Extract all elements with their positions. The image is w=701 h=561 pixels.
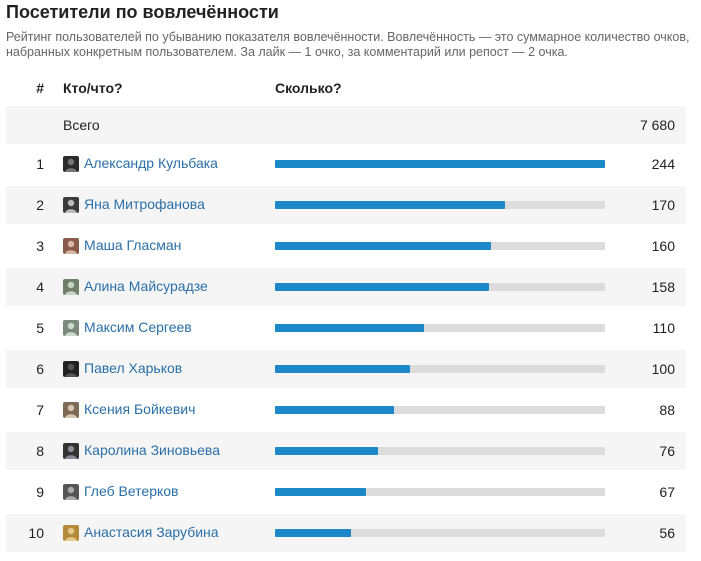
engagement-bar <box>275 160 605 168</box>
user-avatar-icon[interactable] <box>63 443 79 459</box>
engagement-bar <box>275 242 492 250</box>
engagement-bar <box>275 447 378 455</box>
engagement-bar-track <box>275 160 605 168</box>
rank-number: 7 <box>36 402 44 418</box>
user-name-link[interactable]: Яна Митрофанова <box>84 196 205 212</box>
table-header: # Кто/что? Сколько? <box>22 80 686 100</box>
user-name-link[interactable]: Александр Кульбака <box>84 155 218 171</box>
engagement-bar <box>275 283 489 291</box>
engagement-bar <box>275 406 395 414</box>
engagement-value: 110 <box>652 320 675 336</box>
engagement-bar-track <box>275 406 605 414</box>
user-avatar-icon[interactable] <box>63 484 79 500</box>
total-label: Всего <box>63 117 100 133</box>
engagement-bar <box>275 529 351 537</box>
engagement-value: 160 <box>651 238 675 254</box>
header-who: Кто/что? <box>63 80 123 96</box>
table-row: 8 Каролина Зиновьева 76 <box>6 432 686 470</box>
rank-number: 8 <box>36 443 44 459</box>
table-row: 1 Александр Кульбака 244 <box>6 145 686 183</box>
header-num: # <box>36 80 44 96</box>
user-name-link[interactable]: Каролина Зиновьева <box>84 442 220 458</box>
engagement-bar-track <box>275 324 605 332</box>
user-name-link[interactable]: Максим Сергеев <box>84 319 192 335</box>
total-value: 7 680 <box>639 117 675 133</box>
rank-number: 6 <box>36 361 44 377</box>
description: Рейтинг пользователей по убыванию показа… <box>6 30 690 59</box>
engagement-bar <box>275 488 366 496</box>
user-avatar-icon[interactable] <box>63 238 79 254</box>
engagement-bar-track <box>275 201 605 209</box>
user-avatar-icon[interactable] <box>63 279 79 295</box>
engagement-value: 76 <box>659 443 675 459</box>
table-row: 3 Маша Гласман 160 <box>6 227 686 265</box>
engagement-bar-track <box>275 242 605 250</box>
user-name-link[interactable]: Ксения Бойкевич <box>84 401 196 417</box>
rank-number: 9 <box>36 484 44 500</box>
user-avatar-icon[interactable] <box>63 361 79 377</box>
user-name-link[interactable]: Глеб Ветерков <box>84 483 179 499</box>
engagement-value: 158 <box>651 279 675 295</box>
engagement-bar-track <box>275 529 605 537</box>
rank-number: 10 <box>28 525 44 541</box>
rank-number: 4 <box>36 279 44 295</box>
user-avatar-icon[interactable] <box>63 197 79 213</box>
user-name-link[interactable]: Маша Гласман <box>84 237 182 253</box>
table-row: 9 Глеб Ветерков 67 <box>6 473 686 511</box>
user-name-link[interactable]: Павел Харьков <box>84 360 183 376</box>
header-count: Сколько? <box>275 80 342 96</box>
engagement-value: 56 <box>659 525 675 541</box>
table-row: 5 Максим Сергеев 110 <box>6 309 686 347</box>
table-row: 2 Яна Митрофанова 170 <box>6 186 686 224</box>
engagement-bar <box>275 324 424 332</box>
engagement-bar-track <box>275 488 605 496</box>
total-row: Всего 7 680 <box>6 106 686 144</box>
engagement-value: 170 <box>651 197 675 213</box>
user-avatar-icon[interactable] <box>63 320 79 336</box>
engagement-value: 100 <box>651 361 675 377</box>
user-avatar-icon[interactable] <box>63 402 79 418</box>
engagement-bar-track <box>275 283 605 291</box>
table-row: 7 Ксения Бойкевич 88 <box>6 391 686 429</box>
engagement-bar <box>275 201 505 209</box>
rank-number: 2 <box>36 197 44 213</box>
table-row: 10 Анастасия Зарубина 56 <box>6 514 686 552</box>
rank-number: 3 <box>36 238 44 254</box>
user-avatar-icon[interactable] <box>63 156 79 172</box>
engagement-value: 67 <box>659 484 675 500</box>
user-name-link[interactable]: Алина Майсурадзе <box>84 278 208 294</box>
user-name-link[interactable]: Анастасия Зарубина <box>84 524 219 540</box>
engagement-bar <box>275 365 411 373</box>
engagement-bar-track <box>275 365 605 373</box>
user-avatar-icon[interactable] <box>63 525 79 541</box>
engagement-value: 244 <box>651 156 675 172</box>
table-row: 6 Павел Харьков 100 <box>6 350 686 388</box>
table-row: 4 Алина Майсурадзе 158 <box>6 268 686 306</box>
rank-number: 1 <box>36 156 44 172</box>
engagement-bar-track <box>275 447 605 455</box>
rank-number: 5 <box>36 320 44 336</box>
engagement-value: 88 <box>659 402 675 418</box>
page-title: Посетители по вовлечённости <box>6 2 279 22</box>
